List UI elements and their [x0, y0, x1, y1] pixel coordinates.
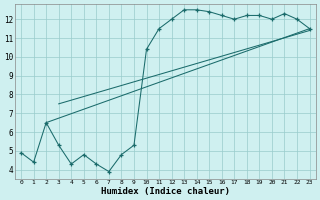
X-axis label: Humidex (Indice chaleur): Humidex (Indice chaleur)	[101, 187, 230, 196]
